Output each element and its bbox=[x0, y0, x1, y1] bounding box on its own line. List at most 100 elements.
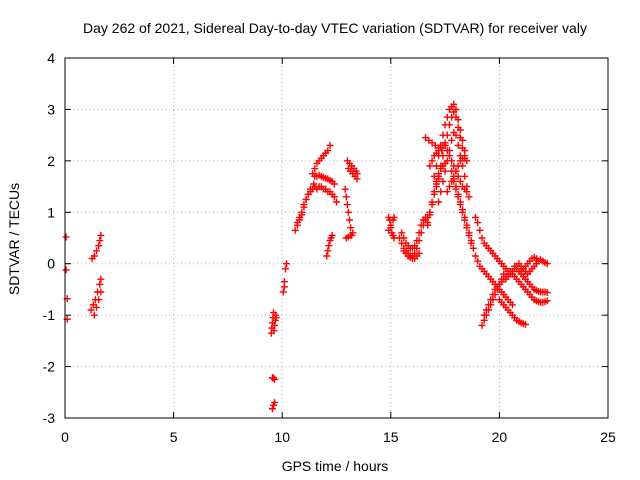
series-s36 bbox=[474, 257, 516, 309]
data-point bbox=[283, 260, 291, 268]
series-s06 bbox=[268, 374, 279, 383]
data-point bbox=[432, 183, 440, 191]
data-point bbox=[398, 229, 406, 237]
data-point bbox=[346, 216, 354, 224]
series-s16 bbox=[342, 229, 357, 242]
data-point bbox=[298, 208, 306, 216]
data-point bbox=[280, 278, 288, 286]
series-s18 bbox=[344, 165, 361, 183]
y-axis-label: SDTVAR / TECUs bbox=[6, 183, 22, 295]
series-s29 bbox=[435, 129, 473, 206]
x-tick-label: 25 bbox=[600, 429, 616, 445]
data-point bbox=[424, 221, 432, 229]
data-point bbox=[487, 296, 495, 304]
data-point bbox=[465, 193, 473, 201]
data-point bbox=[474, 257, 482, 265]
data-point bbox=[452, 185, 460, 193]
data-point bbox=[90, 252, 98, 260]
data-point bbox=[435, 172, 443, 180]
data-point bbox=[461, 216, 469, 224]
data-point bbox=[96, 237, 104, 245]
data-point bbox=[430, 190, 438, 198]
y-tick-label: 2 bbox=[47, 153, 55, 169]
data-point bbox=[469, 244, 477, 252]
data-point bbox=[341, 185, 349, 193]
data-point bbox=[478, 234, 486, 242]
data-point bbox=[347, 224, 355, 232]
data-point bbox=[508, 301, 516, 309]
data-point bbox=[62, 266, 70, 274]
plot-frame bbox=[64, 57, 609, 419]
data-point bbox=[441, 167, 449, 175]
data-points bbox=[62, 100, 551, 413]
x-tick-label: 0 bbox=[61, 429, 69, 445]
data-point bbox=[349, 229, 357, 237]
data-point bbox=[435, 198, 443, 206]
data-point bbox=[272, 314, 280, 322]
data-point bbox=[439, 177, 447, 185]
data-point bbox=[311, 165, 319, 173]
data-point bbox=[97, 231, 105, 239]
data-point bbox=[271, 399, 279, 407]
data-point bbox=[448, 167, 456, 175]
series-s12 bbox=[313, 183, 340, 206]
y-tick-label: 4 bbox=[47, 50, 55, 66]
data-point bbox=[450, 108, 458, 116]
data-point bbox=[465, 231, 473, 239]
series-s22 bbox=[398, 213, 430, 252]
series-s02 bbox=[88, 231, 105, 263]
grid bbox=[65, 58, 608, 418]
data-point bbox=[463, 224, 471, 232]
data-point bbox=[293, 219, 301, 227]
data-point bbox=[450, 100, 458, 108]
y-tick-label: 1 bbox=[47, 204, 55, 220]
data-point bbox=[330, 180, 338, 188]
data-point bbox=[387, 221, 395, 229]
data-point bbox=[87, 306, 95, 314]
data-point bbox=[333, 198, 340, 206]
data-point bbox=[452, 131, 460, 139]
data-point bbox=[415, 249, 423, 257]
data-point bbox=[296, 213, 304, 221]
data-point bbox=[437, 162, 445, 170]
data-point bbox=[543, 260, 551, 268]
data-point bbox=[454, 141, 462, 149]
data-point bbox=[97, 275, 105, 283]
series-s31 bbox=[443, 152, 469, 196]
data-point bbox=[448, 157, 456, 165]
series-s23 bbox=[400, 247, 423, 263]
data-point bbox=[324, 147, 332, 155]
data-point bbox=[400, 234, 408, 242]
data-point bbox=[472, 213, 480, 221]
data-point bbox=[450, 177, 458, 185]
data-point bbox=[417, 221, 425, 229]
data-point bbox=[95, 242, 103, 250]
data-point bbox=[96, 280, 104, 288]
data-point bbox=[326, 141, 334, 149]
data-point bbox=[390, 213, 398, 221]
data-point bbox=[480, 311, 488, 319]
series-s11 bbox=[309, 141, 334, 178]
x-tick-label: 20 bbox=[492, 429, 508, 445]
series-s43 bbox=[517, 254, 542, 275]
data-point bbox=[325, 242, 333, 250]
data-point bbox=[534, 257, 542, 265]
data-point bbox=[441, 139, 449, 147]
data-point bbox=[344, 208, 352, 216]
y-tick-label: -3 bbox=[43, 410, 56, 426]
x-tick-label: 10 bbox=[274, 429, 290, 445]
y-tick-label: -2 bbox=[43, 359, 56, 375]
series-s34 bbox=[426, 139, 449, 170]
data-point bbox=[271, 375, 279, 383]
data-point bbox=[485, 301, 493, 309]
data-point bbox=[95, 296, 103, 304]
series-s42 bbox=[511, 262, 551, 297]
data-point bbox=[428, 201, 436, 209]
data-point bbox=[452, 113, 460, 121]
y-tick-label: 0 bbox=[47, 256, 55, 272]
data-point bbox=[415, 229, 423, 237]
data-point bbox=[353, 175, 361, 183]
data-point bbox=[458, 208, 466, 216]
data-point bbox=[324, 247, 332, 255]
